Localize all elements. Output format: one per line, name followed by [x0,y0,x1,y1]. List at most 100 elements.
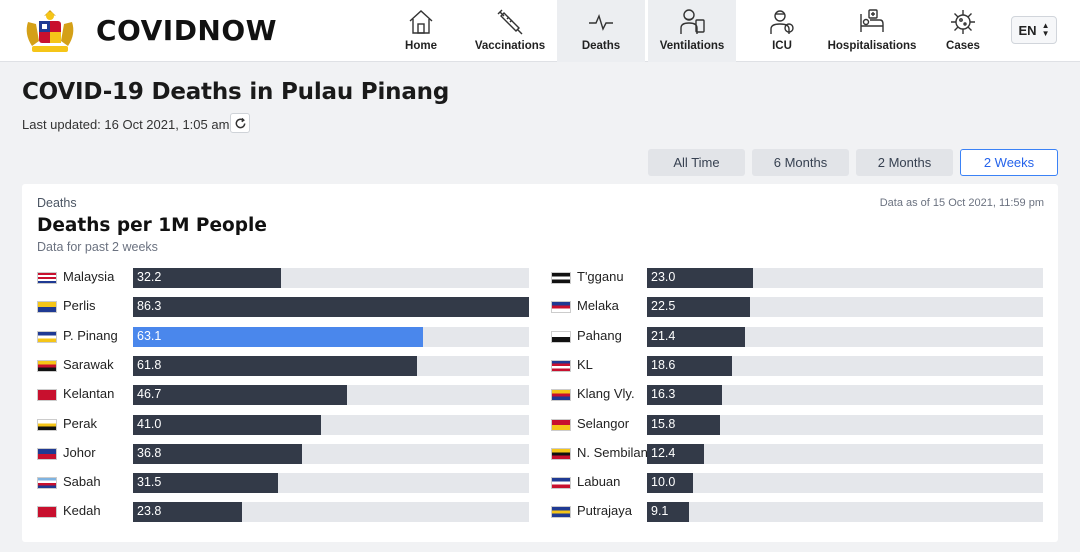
bar-track: 23.8 [133,502,529,522]
bar-row-malaysia: Malaysia 32.2 [37,268,529,288]
bar-melaka[interactable] [647,297,751,317]
putrajaya-flag-icon [551,506,571,518]
language-select[interactable]: EN ▲ ▼ [1011,16,1057,44]
state-label: Kelantan [63,386,115,401]
bar-value-label: 63.1 [137,329,162,343]
kedah-flag-icon [37,506,57,518]
nav-home[interactable]: Home [398,0,444,62]
nav-home-label: Home [405,40,437,52]
bar-perlis[interactable] [133,297,529,317]
bar-row-pahang: Pahang 21.4 [551,327,1043,347]
state-label: Perlis [63,298,96,313]
bar-kelantan[interactable] [133,385,348,405]
sort-arrows-icon: ▲ ▼ [1041,21,1050,38]
bar-kedah[interactable] [133,502,243,522]
kelantan-flag-icon [37,389,57,401]
state-label: Sabah [63,474,101,489]
selangor-flag-icon [551,419,571,431]
bar-track: 15.8 [647,415,1043,435]
data-as-of-text: Data as of 15 Oct 2021, 11:59 pm [879,197,1044,209]
johor-flag-icon [37,448,57,460]
state-label: T'gganu [577,269,624,284]
refresh-button[interactable] [230,113,250,133]
deaths-per-million-card: Deaths Deaths per 1M People Data for pas… [22,184,1058,542]
nav-icu[interactable]: ICU [766,0,798,62]
bar-value-label: 21.4 [651,329,676,343]
bar-track: 41.0 [133,415,529,435]
last-updated-text: Last updated: 16 Oct 2021, 1:05 am [22,117,230,132]
sarawak-flag-icon [37,360,57,372]
nav-hospitalisations[interactable]: Hospitalisations [828,0,916,62]
state-label: Johor [63,445,96,460]
nav-vaccinations[interactable]: Vaccinations [470,0,550,62]
bar-value-label: 16.3 [651,387,676,401]
bar-row-kelantan: Kelantan 46.7 [37,385,529,405]
state-label: Klang Vly. [577,386,635,401]
state-label: Selangor [577,416,630,431]
brand-name[interactable]: COVIDNOW [96,14,278,47]
state-label: KL [577,357,593,372]
state-label: Putrajaya [577,503,632,518]
n-sembilan-flag-icon [551,448,571,460]
malaysia-coat-of-arms-logo[interactable] [22,8,78,54]
bar-selangor[interactable] [647,415,720,435]
bar-row-perlis: Perlis 86.3 [37,297,529,317]
nav-deaths-label: Deaths [581,40,621,52]
range-tab-6-months[interactable]: 6 Months [752,149,849,176]
bar-row-labuan: Labuan 10.0 [551,473,1043,493]
malaysia-flag-icon [37,272,57,284]
bar-track: 21.4 [647,327,1043,347]
bar-row-n-sembilan: N. Sembilan 12.4 [551,444,1043,464]
range-tab-2-weeks[interactable]: 2 Weeks [960,149,1058,176]
bar-row-t-gganu: T'gganu 23.0 [551,268,1043,288]
bar-klang-vly[interactable] [647,385,722,405]
state-label: N. Sembilan [577,445,648,460]
range-tab-all-time[interactable]: All Time [648,149,745,176]
bar-row-sabah: Sabah 31.5 [37,473,529,493]
bar-labuan[interactable] [647,473,693,493]
nav-ventilations[interactable]: Ventilations [648,0,736,62]
bar-malaysia[interactable] [133,268,281,288]
kl-flag-icon [551,360,571,372]
state-label: Sarawak [63,357,114,372]
bar-track: 22.5 [647,297,1043,317]
p-pinang-flag-icon [37,331,57,343]
card-title: Deaths per 1M People [37,215,267,236]
bar-sarawak[interactable] [133,356,417,376]
bar-track: 23.0 [647,268,1043,288]
card-subtitle: Data for past 2 weeks [37,240,158,254]
pulse-icon [589,13,613,31]
bar-t-gganu[interactable] [647,268,753,288]
bar-value-label: 10.0 [651,475,676,489]
nav-cases-label: Cases [946,40,980,52]
bar-value-label: 61.8 [137,358,162,372]
bar-kl[interactable] [647,356,733,376]
range-tab-2-months[interactable]: 2 Months [856,149,953,176]
bar-putrajaya[interactable] [647,502,689,522]
bar-value-label: 32.2 [137,270,162,284]
nav-cases[interactable]: Cases [945,0,981,62]
bar-n-sembilan[interactable] [647,444,704,464]
bar-value-label: 23.8 [137,504,162,518]
bar-track: 12.4 [647,444,1043,464]
nav-deaths[interactable]: Deaths [557,0,645,62]
state-label: Labuan [577,474,621,489]
bar-p-pinang[interactable] [133,327,423,347]
bar-row-sarawak: Sarawak 61.8 [37,356,529,376]
bar-row-putrajaya: Putrajaya 9.1 [551,502,1043,522]
perak-flag-icon [37,419,57,431]
home-icon [409,10,433,34]
state-label: Perak [63,416,97,431]
bar-track: 32.2 [133,268,529,288]
bar-row-johor: Johor 36.8 [37,444,529,464]
bar-perak[interactable] [133,415,322,435]
bar-track: 9.1 [647,502,1043,522]
top-header: COVIDNOW Home Vaccinations Deaths Ventil… [0,0,1080,62]
bar-johor[interactable] [133,444,302,464]
bar-value-label: 9.1 [651,504,669,518]
bar-row-selangor: Selangor 15.8 [551,415,1043,435]
bar-pahang[interactable] [647,327,746,347]
bar-sabah[interactable] [133,473,278,493]
nav-icu-label: ICU [772,40,792,52]
bar-row-p-pinang: P. Pinang 63.1 [37,327,529,347]
